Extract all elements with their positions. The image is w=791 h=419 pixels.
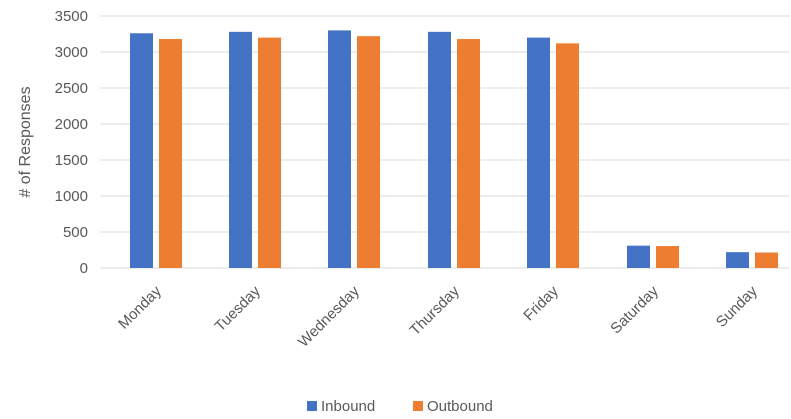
bar-outbound (357, 36, 380, 268)
legend-swatch (413, 401, 423, 411)
legend-label: Outbound (427, 398, 493, 415)
x-category-label: Wednesday (295, 282, 363, 350)
bar-inbound (229, 31, 252, 269)
bar-inbound (328, 30, 351, 269)
y-tick-label: 0 (80, 260, 88, 277)
legend-swatch (307, 401, 317, 411)
bar-outbound (457, 39, 480, 268)
y-tick-label: 500 (63, 224, 88, 241)
x-category-label: Thursday (407, 282, 464, 339)
bar-inbound (428, 31, 451, 269)
bar-inbound (130, 33, 153, 268)
x-category-label: Sunday (713, 282, 761, 330)
x-category-label: Saturday (607, 282, 662, 337)
bar-outbound (755, 252, 778, 268)
legend-label: Inbound (321, 398, 375, 415)
bar-inbound (726, 252, 749, 268)
bar-outbound (159, 39, 182, 268)
y-tick-label: 3000 (55, 44, 88, 61)
y-tick-label: 2000 (55, 116, 88, 133)
bar-outbound (258, 37, 281, 268)
y-tick-label: 1000 (55, 188, 88, 205)
y-tick-label: 3500 (55, 8, 88, 25)
x-category-label: Friday (520, 282, 562, 324)
x-category-label: Tuesday (212, 282, 265, 335)
y-tick-labels: 0 500 1000 1500 2000 2500 3000 3500 (55, 8, 88, 277)
y-tick-label: 2500 (55, 80, 88, 97)
bars (130, 30, 778, 269)
bar-inbound (627, 245, 650, 268)
y-axis-title: # of Responses (17, 86, 34, 197)
bar-outbound (556, 43, 579, 268)
y-tick-label: 1500 (55, 152, 88, 169)
bar-outbound (656, 246, 679, 268)
x-category-labels: Monday Tuesday Wednesday Thursday Friday Satu… (115, 282, 761, 350)
bar-inbound (527, 37, 550, 268)
legend: Inbound Outbound (307, 398, 493, 415)
x-category-label: Monday (115, 282, 165, 332)
